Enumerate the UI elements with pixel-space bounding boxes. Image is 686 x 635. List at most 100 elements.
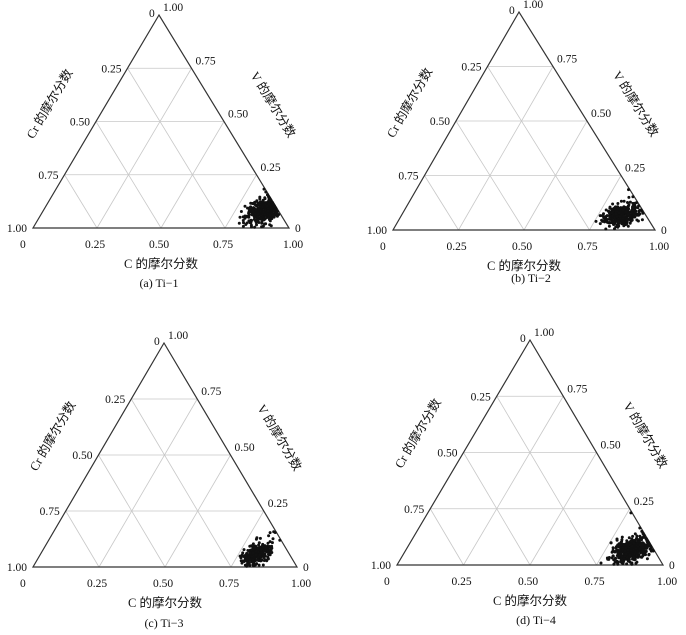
scatter-point [253, 225, 257, 229]
bottom-tick-label: 0.50 [149, 239, 169, 251]
scatter-point [615, 561, 619, 564]
grid-line [230, 510, 265, 568]
scatter-point [605, 214, 609, 218]
scatter-point [627, 203, 631, 207]
scatter-point [625, 218, 629, 222]
scatter-point [262, 218, 266, 222]
scatter-point [641, 543, 645, 547]
scatter-point [260, 225, 264, 229]
left-axis-title: Cr 的摩尔分数 [383, 65, 435, 141]
scatter-point [642, 535, 646, 539]
right-tick-label: 0.50 [591, 108, 611, 120]
scatter-point [243, 204, 247, 208]
right-tick-label: 0.75 [557, 54, 577, 66]
scatter-point [607, 221, 611, 225]
scatter-point [630, 218, 634, 222]
left-tick-label: 0.50 [72, 450, 92, 462]
left-axis-title: Cr 的摩尔分数 [391, 395, 444, 470]
scatter-point [272, 213, 276, 217]
apex-zero-label: 0 [154, 336, 160, 348]
scatter-point [610, 211, 614, 215]
scatter-point [256, 547, 260, 550]
scatter-point [266, 209, 270, 213]
scatter-point [616, 207, 620, 211]
scatter-point [622, 556, 626, 560]
scatter-point [262, 210, 265, 214]
right-tick-label: 1.00 [163, 2, 183, 14]
scatter-point [625, 539, 629, 543]
scatter-point [604, 208, 608, 212]
scatter-point [254, 549, 258, 553]
left-tick-label: 0.50 [430, 116, 450, 128]
scatter-point [628, 200, 632, 204]
bottom-tick-label: 0 [20, 239, 26, 251]
scatter-point [268, 531, 272, 535]
scatter-point [271, 537, 275, 541]
grid-line [96, 68, 192, 229]
bottom-tick-label: 0 [384, 576, 390, 588]
left-tick-label: 0.25 [471, 391, 491, 403]
apex-zero-label: 0 [509, 5, 515, 17]
right-axis-title: V 的摩尔分数 [610, 68, 662, 139]
scatter-point [263, 213, 267, 216]
scatter-point [638, 547, 642, 551]
bottom-axis-title: C 的摩尔分数 [493, 593, 567, 608]
scatter-point [244, 553, 247, 557]
scatter-point [622, 199, 626, 203]
scatter-point [635, 213, 639, 217]
bottom-axis-title: C 的摩尔分数 [487, 258, 561, 273]
scatter-point [624, 552, 628, 556]
grid-line [496, 396, 597, 566]
right-tick-label: 0.75 [196, 55, 216, 67]
scatter-point [607, 224, 611, 228]
right-tick-label: 1.00 [168, 330, 188, 342]
scatter-point [258, 553, 262, 557]
scatter-point [598, 222, 602, 226]
scatter-point [594, 219, 598, 223]
left-tick-label: 0.25 [101, 63, 121, 75]
scatter-point [248, 206, 251, 210]
scatter-point [624, 210, 628, 214]
scatter-point [617, 220, 621, 224]
scatter-point [278, 538, 282, 542]
grid-line [529, 452, 597, 566]
bottom-axis-title: C 的摩尔分数 [124, 256, 198, 271]
scatter-point [627, 558, 631, 562]
left-tick-label: 0.75 [40, 506, 60, 518]
scatter-point [599, 561, 603, 565]
scatter-point [270, 541, 274, 545]
scatter-point [257, 563, 261, 567]
scatter-point [629, 539, 633, 543]
scatter-point [239, 210, 243, 213]
scatter-point [241, 219, 245, 222]
scatter-point [245, 563, 249, 567]
scatter-points [594, 188, 645, 231]
scatter-point [260, 551, 264, 554]
scatter-point [248, 564, 252, 567]
scatter-point [641, 553, 645, 557]
scatter-point [251, 542, 255, 546]
scatter-point [611, 202, 615, 206]
scatter-point [627, 188, 630, 192]
scatter-point [248, 551, 252, 555]
scatter-point [638, 543, 642, 547]
right-tick-label: 1.00 [534, 327, 554, 339]
left-tick-label: 0.25 [461, 62, 481, 74]
right-tick-label: 0.50 [228, 109, 248, 121]
scatter-point [612, 219, 616, 223]
scatter-point [626, 201, 629, 204]
scatter-point [640, 538, 643, 542]
scatter-point [631, 534, 635, 538]
scatter-point [625, 562, 629, 566]
scatter-point [609, 541, 613, 545]
scatter-point [610, 556, 614, 560]
scatter-point [248, 558, 252, 562]
grid-line [487, 66, 590, 231]
scatter-point [638, 526, 642, 530]
scatter-point [614, 205, 618, 209]
scatter-point [641, 545, 645, 549]
scatter-point [258, 205, 262, 208]
scatter-point [243, 214, 247, 218]
scatter-point [628, 543, 632, 547]
scatter-point [645, 538, 649, 542]
